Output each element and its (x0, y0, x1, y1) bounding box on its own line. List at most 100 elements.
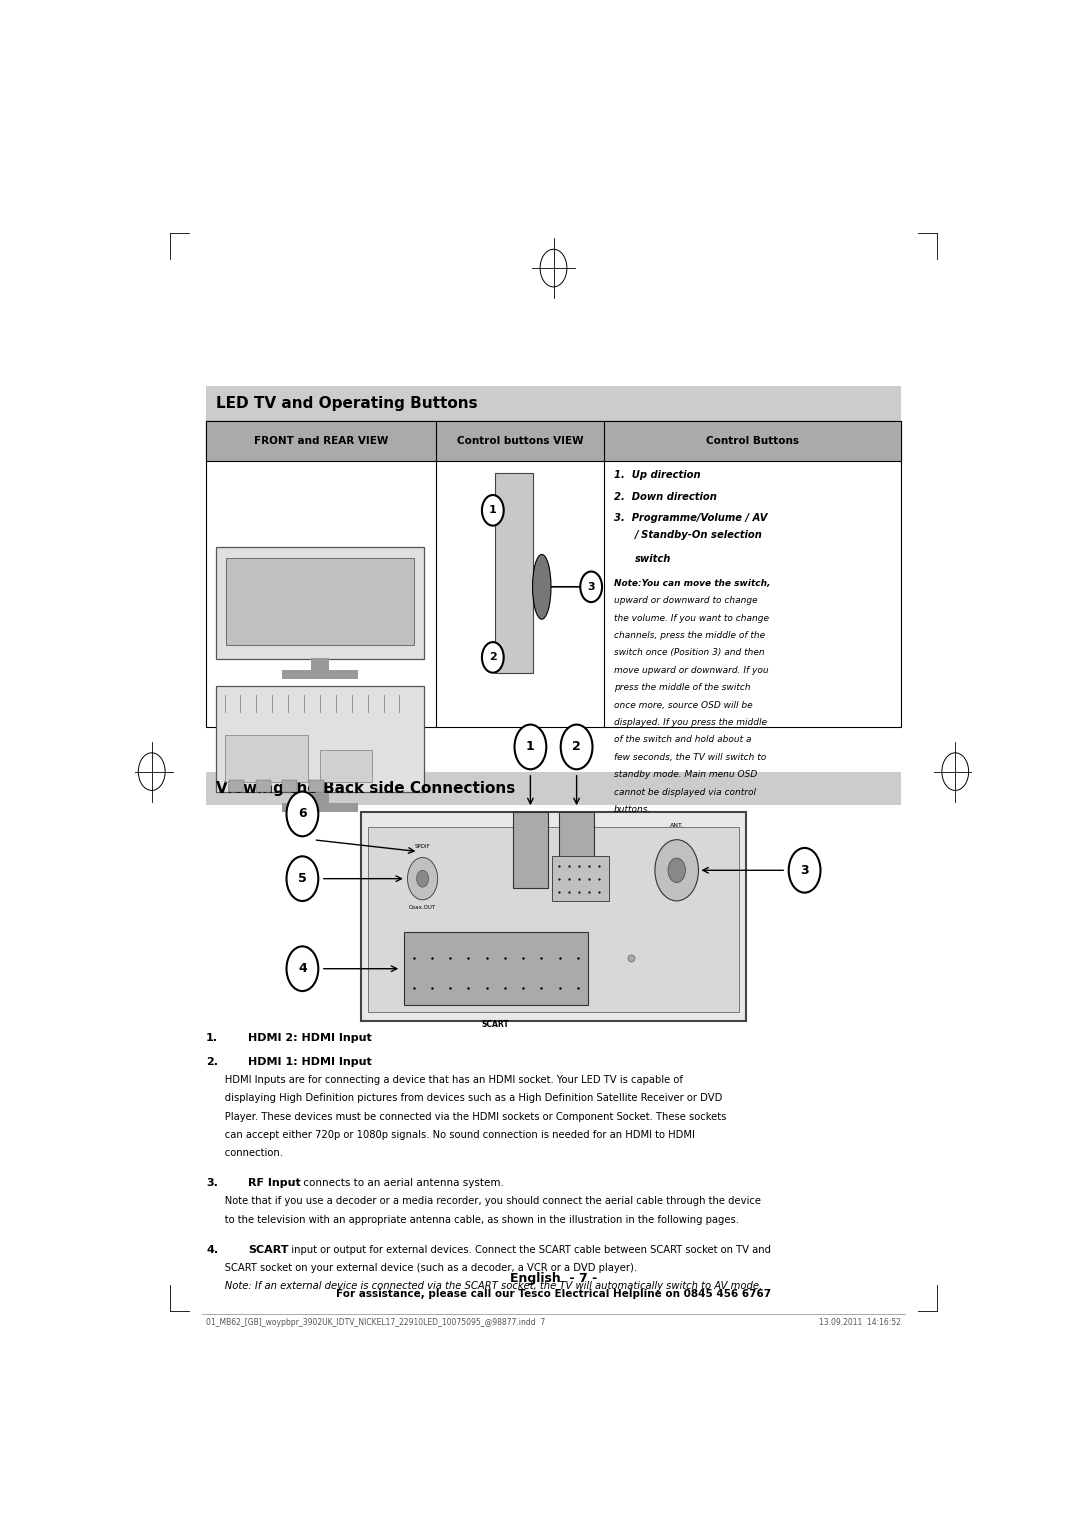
Circle shape (482, 495, 503, 526)
Text: English  - 7 -: English - 7 - (510, 1271, 597, 1285)
Text: move upward or downward. If you: move upward or downward. If you (613, 666, 768, 675)
Text: buttons.: buttons. (613, 805, 651, 814)
FancyBboxPatch shape (206, 772, 901, 805)
Circle shape (482, 642, 503, 672)
Text: 2: 2 (572, 741, 581, 753)
Text: input or output for external devices. Connect the SCART cable between SCART sock: input or output for external devices. Co… (285, 1245, 771, 1254)
FancyBboxPatch shape (282, 671, 357, 678)
Text: Note: If an external device is connected via the SCART socket, the TV will autom: Note: If an external device is connected… (206, 1280, 762, 1291)
Text: Player. These devices must be connected via the HDMI sockets or Component Socket: Player. These devices must be connected … (206, 1112, 727, 1122)
Text: 2.  Down direction: 2. Down direction (613, 492, 717, 501)
Text: 1.: 1. (206, 1033, 218, 1042)
FancyBboxPatch shape (282, 804, 357, 811)
FancyBboxPatch shape (229, 779, 244, 792)
Text: to the television with an appropriate antenna cable, as shown in the illustratio: to the television with an appropriate an… (206, 1215, 739, 1224)
FancyBboxPatch shape (404, 932, 588, 1005)
Text: Coax.OUT: Coax.OUT (409, 905, 436, 909)
FancyBboxPatch shape (282, 779, 297, 792)
Text: 3: 3 (800, 863, 809, 877)
Text: SCART: SCART (482, 1021, 510, 1030)
Text: / Standby-On selection: / Standby-On selection (635, 530, 762, 541)
Text: 3.  Programme/Volume / AV: 3. Programme/Volume / AV (613, 513, 767, 523)
Circle shape (669, 859, 686, 883)
Text: 2.: 2. (206, 1057, 218, 1067)
Text: Note that if you use a decoder or a media recorder, you should connect the aeria: Note that if you use a decoder or a medi… (206, 1196, 761, 1207)
Text: connects to an aerial antenna system.: connects to an aerial antenna system. (300, 1178, 503, 1189)
Text: switch once (Position 3) and then: switch once (Position 3) and then (613, 648, 765, 657)
Text: LED TV and Operating Buttons: LED TV and Operating Buttons (216, 396, 477, 411)
Circle shape (407, 857, 437, 900)
FancyBboxPatch shape (206, 422, 901, 461)
Text: can accept either 720p or 1080p signals. No sound connection is needed for an HD: can accept either 720p or 1080p signals.… (206, 1129, 696, 1140)
Text: 1.  Up direction: 1. Up direction (613, 471, 701, 480)
Text: 2: 2 (489, 652, 497, 663)
Text: Control Buttons: Control Buttons (706, 435, 799, 446)
Text: SCART socket on your external device (such as a decoder, a VCR or a DVD player).: SCART socket on your external device (su… (206, 1262, 637, 1273)
Text: For assistance, please call our Tesco Electrical Helpline on 0845 456 6767: For assistance, please call our Tesco El… (336, 1288, 771, 1299)
FancyBboxPatch shape (361, 811, 746, 1021)
Text: switch: switch (635, 555, 671, 564)
Text: Viewing the Back side Connections: Viewing the Back side Connections (216, 781, 515, 796)
FancyBboxPatch shape (311, 657, 329, 672)
Text: upward or downward to change: upward or downward to change (613, 596, 757, 605)
Text: the volume. If you want to change: the volume. If you want to change (613, 614, 769, 622)
Text: 4: 4 (298, 963, 307, 975)
Text: 3.: 3. (206, 1178, 218, 1189)
Text: SPDIF: SPDIF (415, 845, 431, 850)
FancyBboxPatch shape (216, 686, 423, 792)
FancyBboxPatch shape (216, 547, 423, 659)
Text: channels, press the middle of the: channels, press the middle of the (613, 631, 765, 640)
Text: SCART: SCART (248, 1245, 288, 1254)
FancyBboxPatch shape (206, 385, 901, 422)
FancyBboxPatch shape (559, 811, 594, 888)
Text: connection.: connection. (206, 1148, 283, 1158)
Text: HDMI
2: HDMI 2 (522, 845, 539, 856)
Text: of the switch and hold about a: of the switch and hold about a (613, 735, 752, 744)
Text: few seconds, the TV will switch to: few seconds, the TV will switch to (613, 753, 766, 762)
Text: HDMI 2: HDMI Input: HDMI 2: HDMI Input (248, 1033, 372, 1042)
FancyBboxPatch shape (225, 735, 308, 782)
Circle shape (561, 724, 593, 769)
Circle shape (788, 848, 821, 892)
FancyBboxPatch shape (311, 790, 329, 805)
Text: VGA: VGA (573, 839, 588, 845)
Text: RF Input: RF Input (248, 1178, 300, 1189)
Circle shape (286, 856, 319, 902)
FancyBboxPatch shape (256, 779, 271, 792)
FancyBboxPatch shape (495, 472, 532, 672)
Text: 13.09.2011  14:16:52: 13.09.2011 14:16:52 (819, 1317, 901, 1326)
FancyBboxPatch shape (309, 779, 324, 792)
Text: 1: 1 (526, 741, 535, 753)
FancyBboxPatch shape (367, 827, 740, 1012)
Text: FRONT and REAR VIEW: FRONT and REAR VIEW (254, 435, 389, 446)
Circle shape (286, 946, 319, 992)
Text: press the middle of the switch: press the middle of the switch (613, 683, 751, 692)
Text: cannot be displayed via control: cannot be displayed via control (613, 787, 756, 796)
Text: standby mode. Main menu OSD: standby mode. Main menu OSD (613, 770, 757, 779)
FancyBboxPatch shape (320, 750, 372, 782)
FancyBboxPatch shape (513, 811, 548, 888)
Text: 6: 6 (298, 807, 307, 821)
Text: Control buttons VIEW: Control buttons VIEW (457, 435, 583, 446)
FancyBboxPatch shape (552, 856, 609, 902)
Text: HDMI 1: HDMI Input: HDMI 1: HDMI Input (248, 1057, 372, 1067)
Circle shape (654, 840, 699, 902)
Circle shape (286, 792, 319, 836)
Text: 5: 5 (298, 872, 307, 885)
Ellipse shape (532, 555, 551, 619)
Text: 4.: 4. (206, 1245, 218, 1254)
Text: once more, source OSD will be: once more, source OSD will be (613, 700, 753, 709)
Text: HDMI Inputs are for connecting a device that has an HDMI socket. Your LED TV is : HDMI Inputs are for connecting a device … (206, 1076, 684, 1085)
Text: 1: 1 (489, 506, 497, 515)
Text: 3: 3 (588, 582, 595, 591)
Circle shape (417, 869, 429, 888)
Text: HDMI
1: HDMI 1 (568, 845, 585, 856)
Text: 01_MB62_[GB]_woypbpr_3902UK_IDTV_NICKEL17_22910LED_10075095_@98877.indd  7: 01_MB62_[GB]_woypbpr_3902UK_IDTV_NICKEL1… (206, 1317, 545, 1326)
Circle shape (580, 571, 602, 602)
Text: ANT.: ANT. (670, 824, 684, 828)
Text: displaying High Definition pictures from devices such as a High Definition Satel: displaying High Definition pictures from… (206, 1094, 723, 1103)
Text: displayed. If you press the middle: displayed. If you press the middle (613, 718, 767, 727)
FancyBboxPatch shape (206, 422, 901, 727)
FancyBboxPatch shape (226, 558, 414, 645)
Circle shape (514, 724, 546, 769)
